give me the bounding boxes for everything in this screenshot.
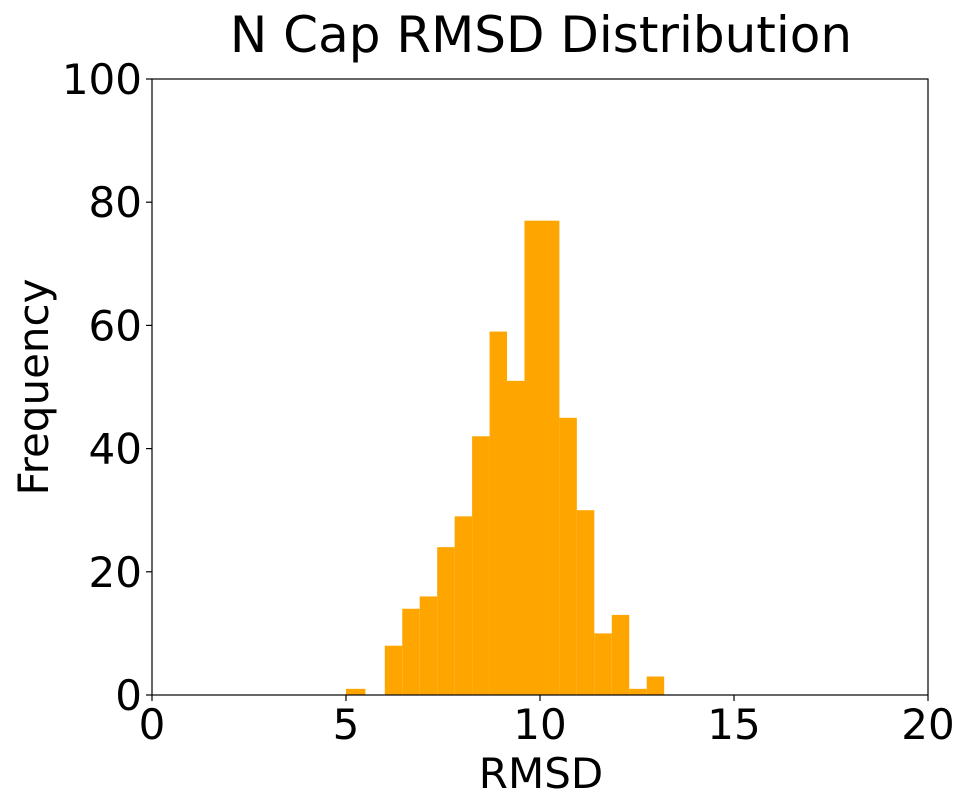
x-axis: 0 5 10 15 20 bbox=[139, 695, 955, 749]
histogram-bar-2 bbox=[402, 608, 420, 695]
histogram-bar-5 bbox=[454, 516, 473, 695]
y-tick-label-3: 60 bbox=[89, 301, 142, 350]
y-axis-label: Frequency bbox=[9, 279, 58, 496]
y-tick-label-1: 20 bbox=[89, 548, 142, 597]
y-tick-label-0: 0 bbox=[115, 671, 142, 720]
histogram-bar-10 bbox=[559, 417, 577, 695]
y-tick-label-4: 80 bbox=[89, 178, 142, 227]
histogram-bar-8 bbox=[507, 380, 525, 695]
x-tick-label-2: 10 bbox=[513, 700, 566, 749]
x-tick-label-3: 15 bbox=[707, 700, 760, 749]
histogram-bar-9 bbox=[524, 220, 560, 695]
x-tick-label-1: 5 bbox=[333, 700, 360, 749]
histogram-bar-3 bbox=[419, 596, 438, 695]
x-tick-label-0: 0 bbox=[139, 700, 166, 749]
histogram-bar-6 bbox=[472, 436, 490, 695]
y-tick-label-2: 40 bbox=[89, 425, 142, 474]
histogram-bar-4 bbox=[437, 547, 455, 695]
histogram-bar-0 bbox=[346, 688, 366, 695]
histogram-bar-11 bbox=[576, 510, 595, 695]
histogram-bar-1 bbox=[384, 645, 403, 695]
histogram-bar-12 bbox=[594, 633, 612, 695]
y-axis: 0 20 40 60 80 100 bbox=[62, 55, 152, 720]
bars-group bbox=[346, 220, 665, 695]
histogram-bar-7 bbox=[489, 331, 508, 695]
histogram-bar-13 bbox=[611, 614, 630, 695]
y-tick-label-5: 100 bbox=[62, 55, 142, 104]
histogram-bar-15 bbox=[646, 676, 665, 695]
chart-title: N Cap RMSD Distribution bbox=[230, 6, 852, 64]
x-tick-label-4: 20 bbox=[901, 700, 954, 749]
x-axis-label: RMSD bbox=[479, 749, 603, 798]
histogram-bar-14 bbox=[629, 688, 647, 695]
